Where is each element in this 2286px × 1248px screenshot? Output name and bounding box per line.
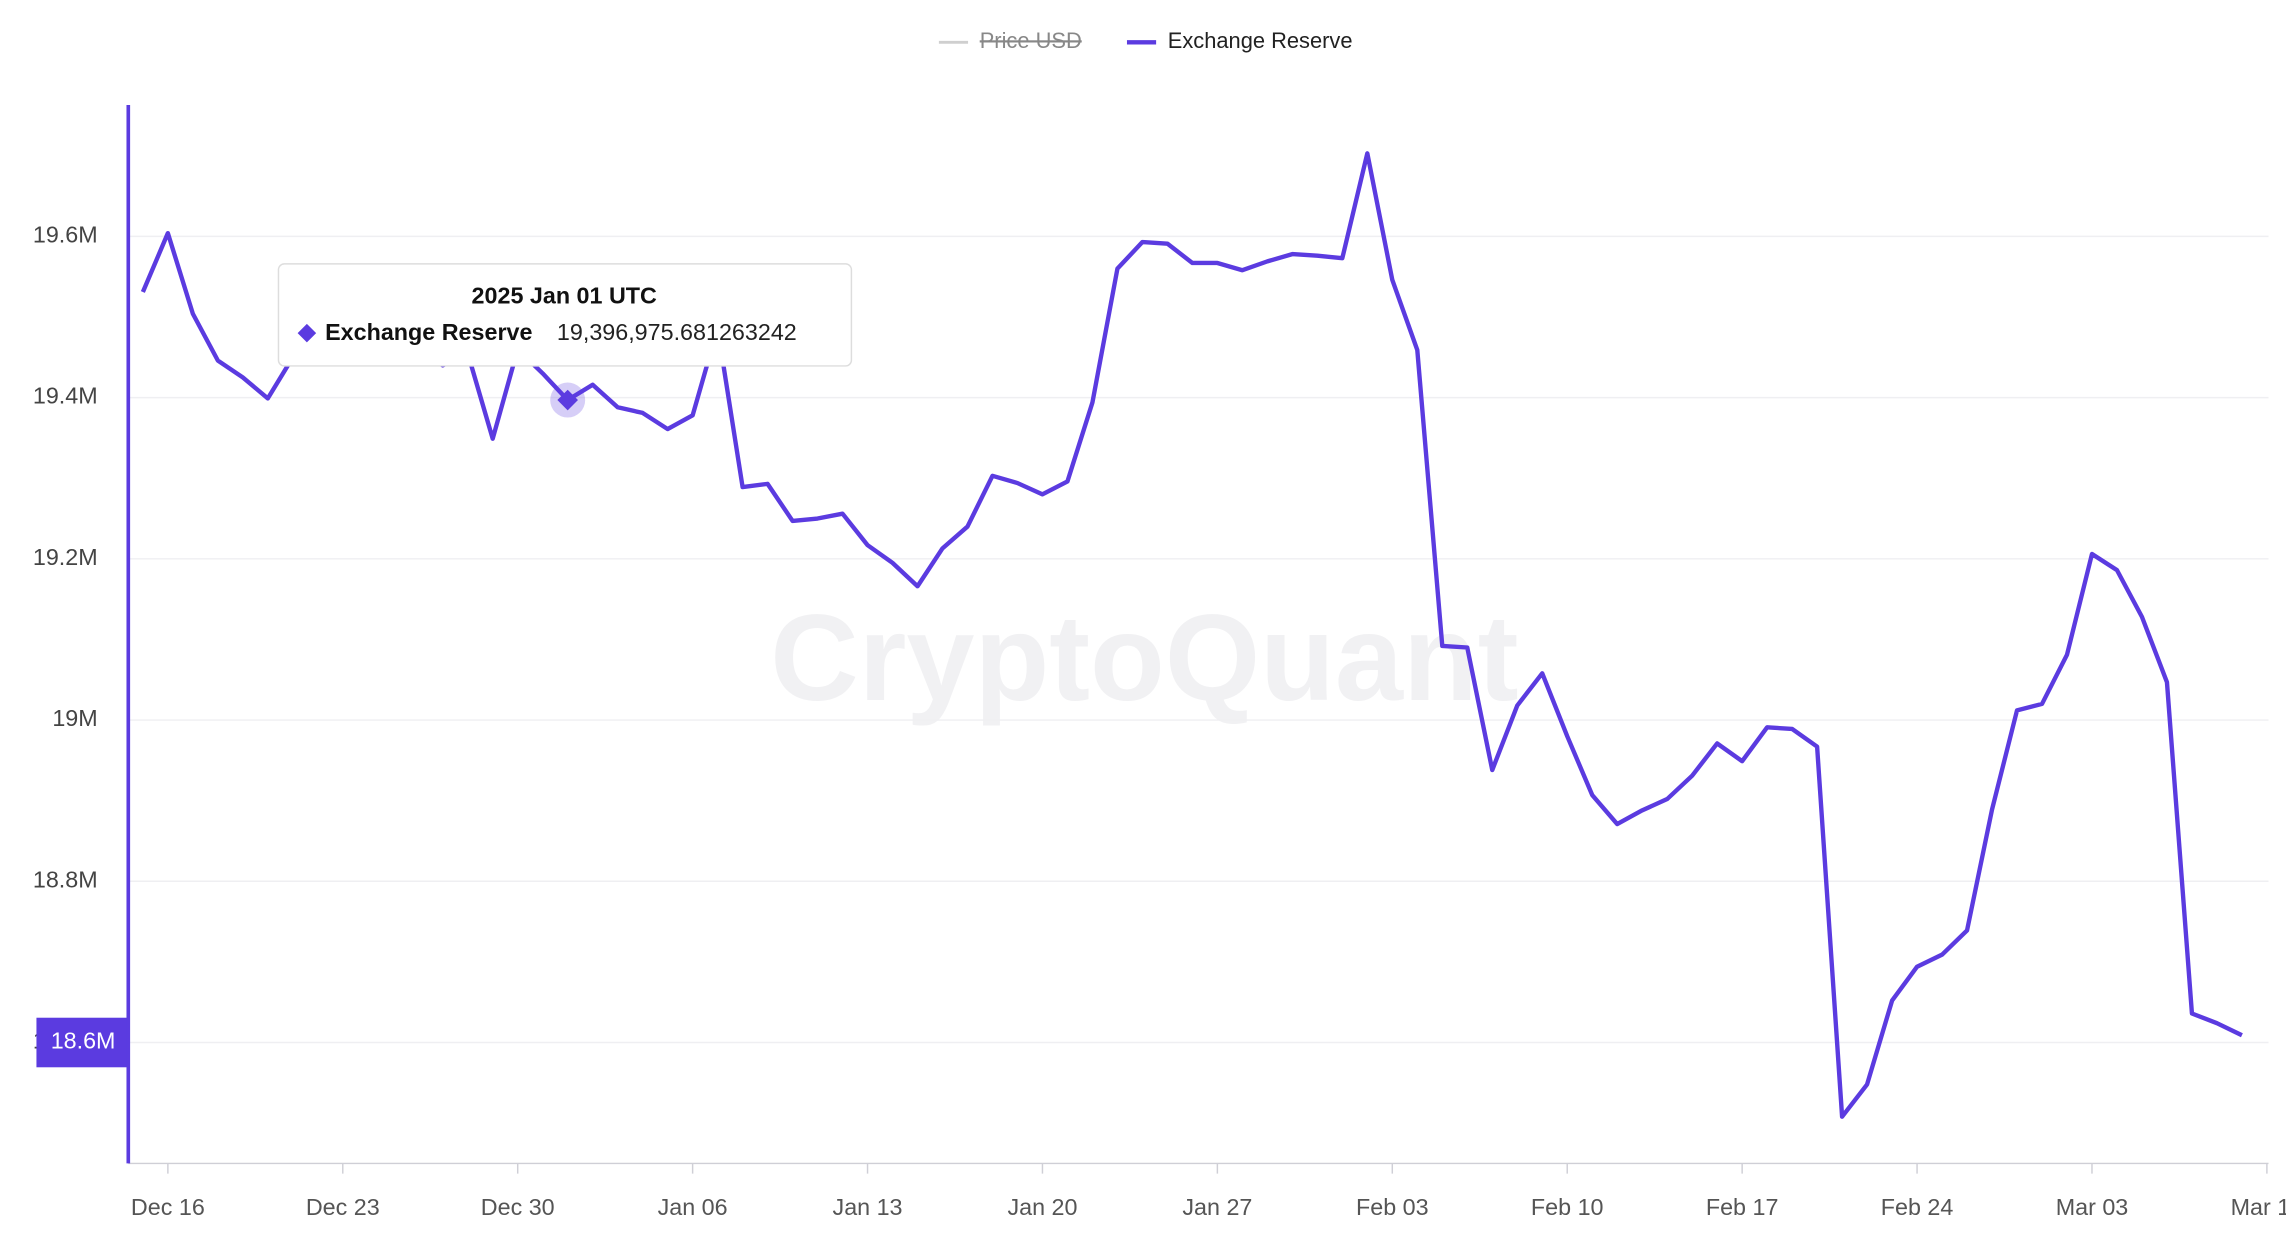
x-tick-label: Mar 10 [2231,1194,2286,1220]
legend: Price USD Exchange Reserve [938,28,1353,53]
tooltip-box [277,263,853,367]
x-tick-label: Dec 16 [131,1194,205,1220]
x-tick-label: Feb 03 [1356,1194,1429,1220]
tooltip-value: 19,396,975.681263242 [557,319,797,345]
hover-point [557,389,578,411]
x-tick-label: Jan 20 [1007,1194,1077,1220]
tooltip: 2025 Jan 01 UTC Exchange Reserve 19,396,97… [277,263,853,367]
crosshair-label-box [36,1017,127,1068]
tooltip-title: 2025 Jan 01 UTC [472,283,657,309]
x-tick-label: Dec 30 [481,1194,555,1220]
x-tick-label: Jan 27 [1182,1194,1252,1220]
x-tick-label: Dec 23 [306,1194,380,1220]
crosshair-label: 18.6M [51,1028,116,1054]
y-tick-label: 19.6M [33,222,98,248]
x-tick-label: Feb 17 [1706,1194,1779,1220]
legend-label[interactable]: Exchange Reserve [1168,28,1353,53]
series-line [140,151,2243,1119]
y-tick-label: 19.4M [33,383,98,409]
x-tick-label: Mar 03 [2056,1194,2129,1220]
y-tick-label: 19M [52,705,97,731]
x-tick-label: Feb 10 [1531,1194,1604,1220]
x-tick-label: Jan 06 [658,1194,728,1220]
legend-label[interactable]: Price USD [980,28,1082,53]
y-tick-label: 18.8M [33,866,98,892]
tooltip-series: Exchange Reserve [325,319,532,345]
y-tick-label: 19.2M [33,544,98,570]
x-tick-label: Jan 13 [833,1194,903,1220]
x-tick-label: Feb 24 [1881,1194,1954,1220]
tooltip-marker [297,323,317,343]
watermark: CryptoQuant [770,589,1518,726]
